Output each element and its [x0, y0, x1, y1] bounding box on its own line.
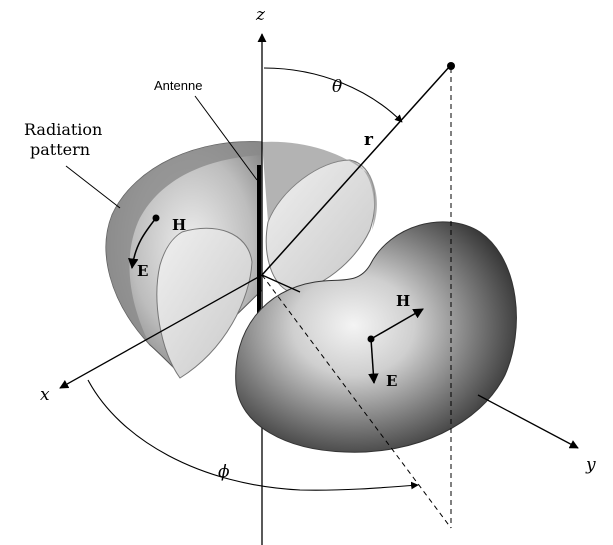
left-lobe-outer-rim	[106, 141, 262, 345]
r-vector	[261, 65, 451, 276]
left-lobe	[105, 141, 377, 379]
antenna-label: Antenne	[154, 78, 202, 93]
phi-label: ϕ	[218, 462, 230, 482]
right-lobe	[235, 221, 517, 453]
upper-slice-rim	[262, 141, 377, 230]
h-left-label: H	[172, 216, 186, 234]
left-field-vectors	[128, 214, 160, 270]
antenna-leader	[194, 95, 258, 181]
e-left-label: E	[137, 262, 148, 280]
y-axis	[477, 394, 579, 449]
projection-ground	[261, 274, 452, 529]
x-axis	[59, 274, 263, 389]
e-right-label: E	[386, 372, 397, 390]
z-axis-label: z	[255, 5, 266, 25]
h-right-label: H	[396, 292, 410, 310]
x-axis-label: x	[40, 385, 50, 405]
r-vector-label: r	[364, 130, 374, 150]
y-axis-behind	[261, 274, 301, 293]
radiation-leader	[65, 165, 121, 209]
radiation-label-line2: pattern	[30, 140, 90, 159]
theta-arc	[263, 67, 403, 123]
left-lobe-cut-face	[156, 227, 253, 379]
y-axis-label: y	[585, 455, 596, 475]
phi-arc	[87, 379, 419, 491]
right-field-vectors	[367, 308, 424, 385]
theta-label: θ	[332, 77, 342, 97]
r-point	[447, 62, 455, 70]
radiation-label-line1: Radiation	[24, 120, 102, 139]
